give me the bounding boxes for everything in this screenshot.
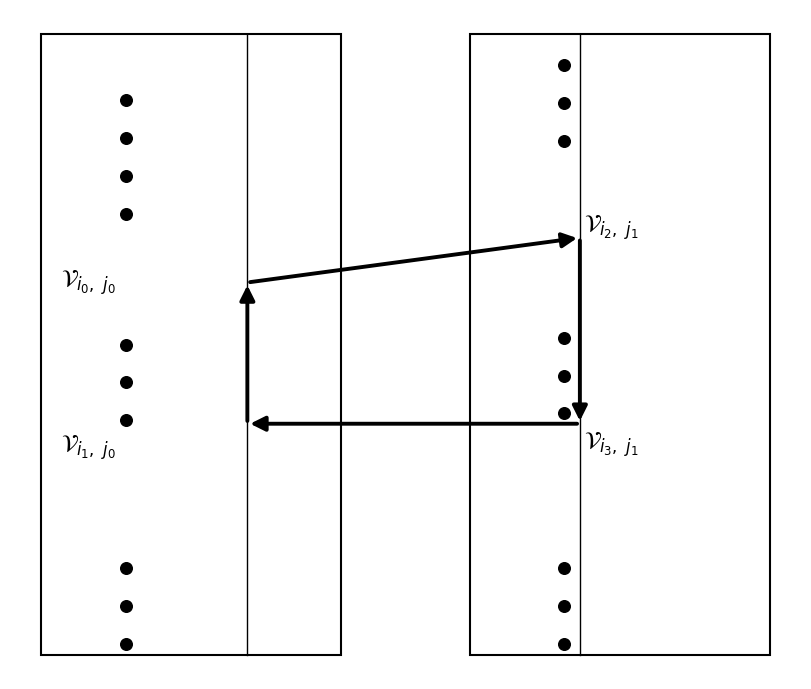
- Point: [119, 377, 132, 388]
- Point: [557, 563, 570, 574]
- Bar: [41, 34, 341, 655]
- Point: [557, 601, 570, 612]
- Point: [119, 639, 132, 650]
- Point: [557, 332, 570, 343]
- Point: [557, 370, 570, 381]
- Point: [119, 563, 132, 574]
- Text: $\mathcal{V}_{i_3,\ j_1}$: $\mathcal{V}_{i_3,\ j_1}$: [584, 430, 638, 459]
- Point: [557, 136, 570, 147]
- Text: $\mathcal{V}_{i_1,\ j_0}$: $\mathcal{V}_{i_1,\ j_0}$: [61, 433, 116, 462]
- Point: [119, 94, 132, 105]
- Point: [119, 208, 132, 219]
- Point: [119, 132, 132, 143]
- Point: [557, 639, 570, 650]
- Point: [557, 60, 570, 71]
- Text: $\mathcal{V}_{i_2,\ j_1}$: $\mathcal{V}_{i_2,\ j_1}$: [584, 213, 638, 242]
- Text: $\mathcal{V}_{i_0,\ j_0}$: $\mathcal{V}_{i_0,\ j_0}$: [61, 268, 116, 297]
- Bar: [470, 34, 770, 655]
- Point: [119, 170, 132, 181]
- Point: [119, 415, 132, 426]
- Point: [557, 98, 570, 109]
- Point: [557, 408, 570, 419]
- Point: [119, 601, 132, 612]
- Point: [119, 339, 132, 350]
